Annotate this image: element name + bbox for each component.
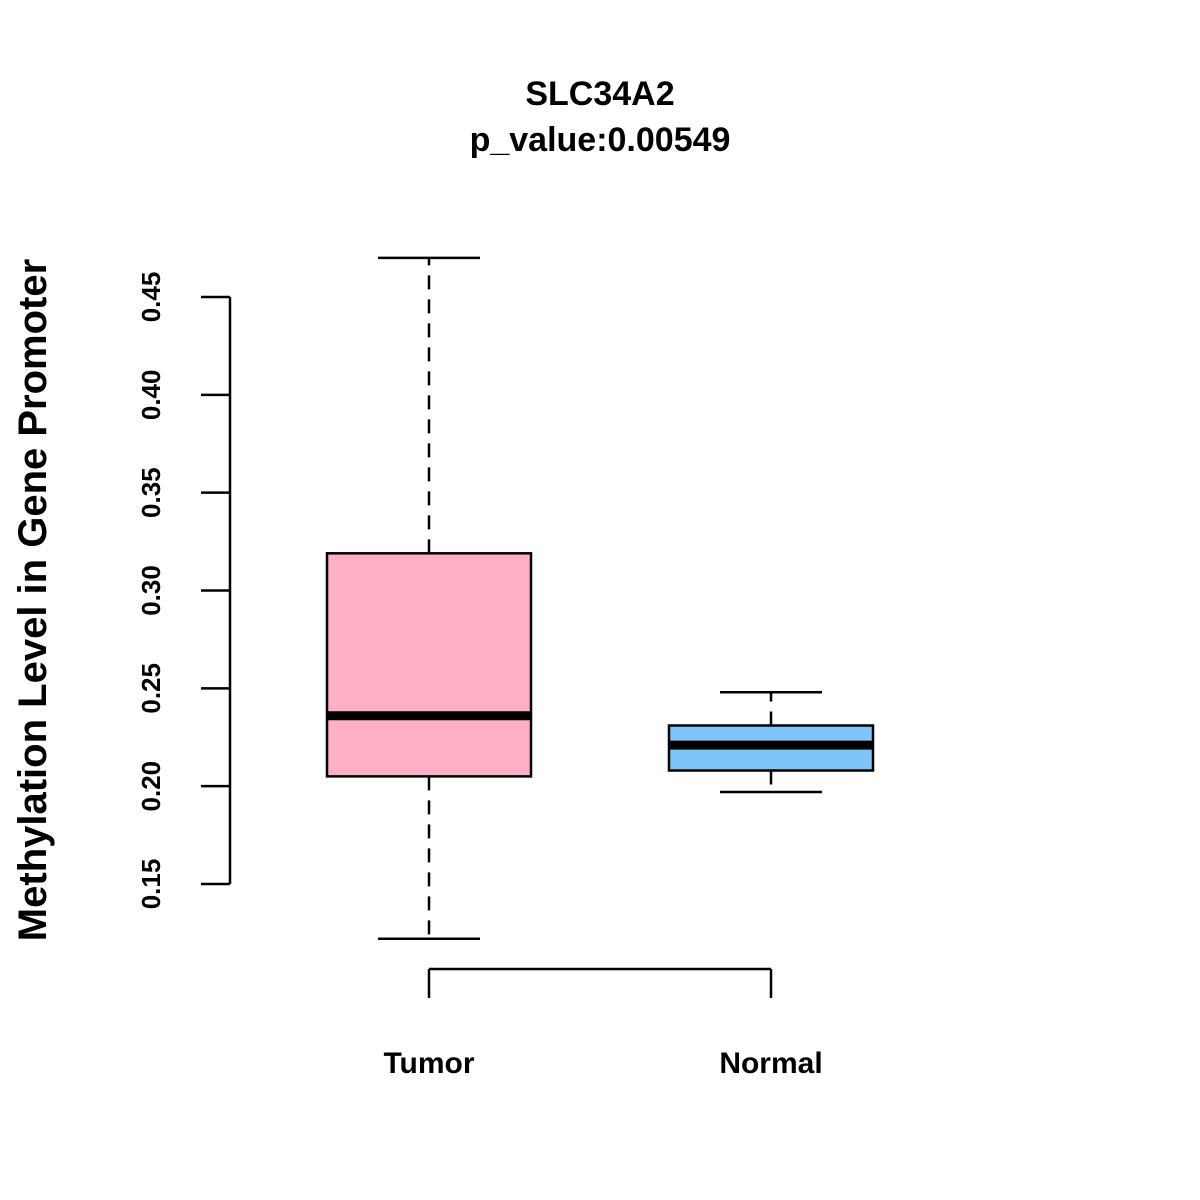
boxes-layer [325, 256, 875, 941]
y-tick-label: 0.40 [136, 370, 166, 421]
y-tick-label: 0.30 [136, 565, 166, 616]
box-tumor [325, 256, 533, 941]
chart-title: SLC34A2 [525, 75, 674, 113]
y-tick-label: 0.25 [136, 663, 166, 714]
y-tick-label: 0.35 [136, 467, 166, 518]
chart-subtitle: p_value:0.00549 [470, 121, 731, 159]
x-tick-label-tumor: Tumor [383, 1047, 474, 1080]
y-tick-label: 0.20 [136, 761, 166, 812]
x-axis: Tumor Normal [383, 967, 823, 1080]
box-normal [667, 690, 875, 794]
y-tick-label: 0.15 [136, 859, 166, 910]
iqr-box [325, 552, 533, 778]
y-axis: 0.15 0.20 0.25 0.30 0.35 0.40 0.45 [136, 272, 232, 910]
y-tick-label: 0.45 [136, 272, 166, 323]
x-tick-label-normal: Normal [719, 1047, 822, 1080]
y-axis-label: Methylation Level in Gene Promoter [11, 259, 55, 941]
